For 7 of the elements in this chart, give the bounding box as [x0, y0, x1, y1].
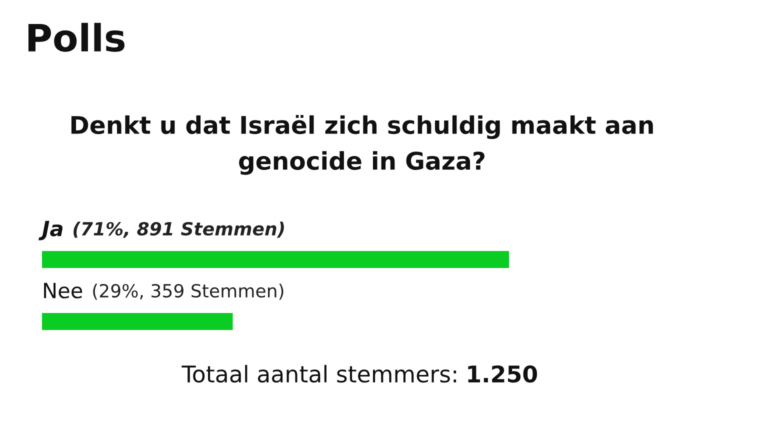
chart-subtitle: Denkt u dat Israël zich schuldig maakt aan genocide in Gaza? — [71, 114, 653, 175]
y-tick-label: Ja — [38, 220, 62, 240]
text: Totaal aantal stemmers: 1.250 — [182, 364, 538, 383]
y-tick-label: Nee — [44, 282, 82, 298]
data-label: (29%, 359 Stemmen) — [93, 284, 284, 300]
data-label: (71%, 891 Stemmen) — [74, 222, 284, 238]
chart-title: Polls — [28, 22, 124, 52]
